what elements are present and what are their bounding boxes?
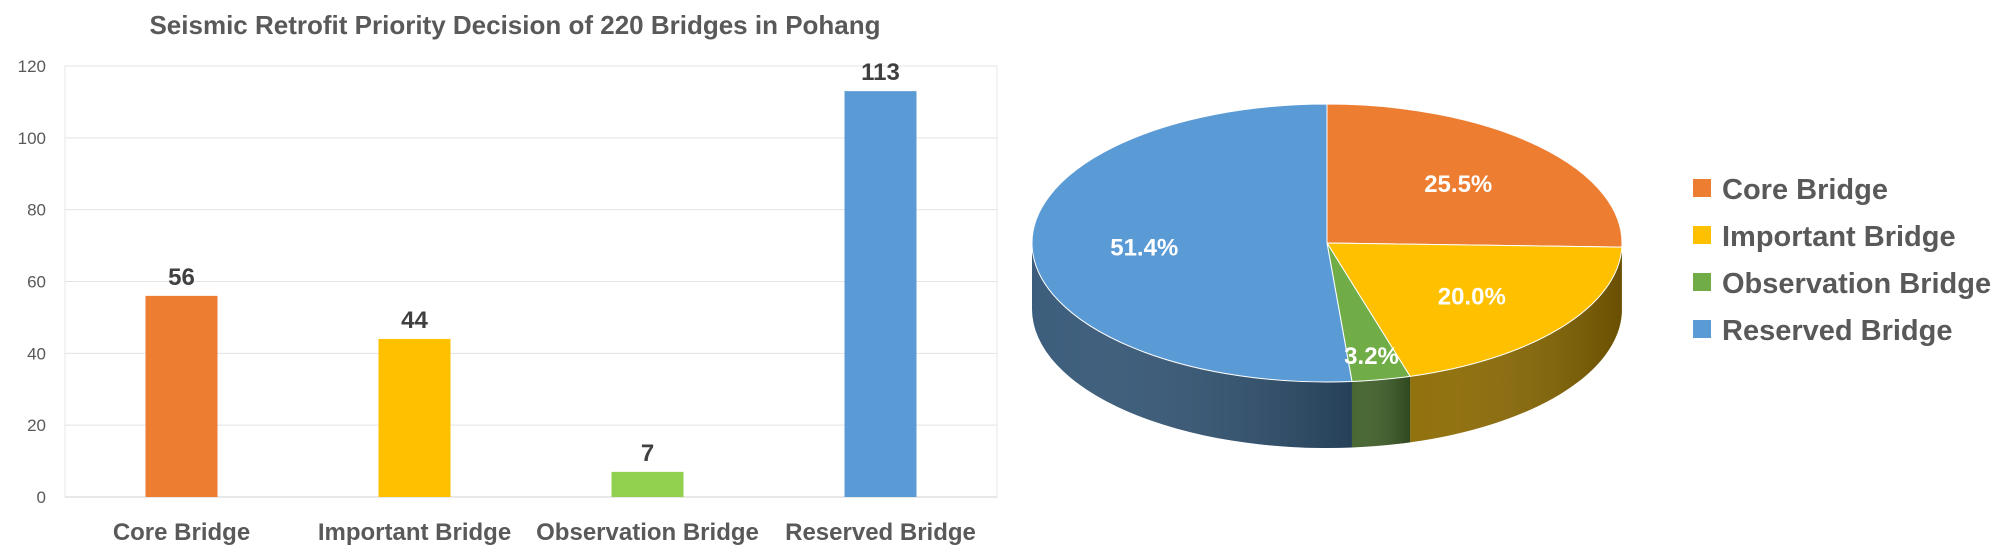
pie-chart: 25.5% 20.0% 3.2% 51.4%	[1031, 103, 1623, 449]
pie-slice	[1326, 103, 1623, 248]
pie-slice	[1031, 103, 1353, 383]
x-category-label: Observation Bridge	[536, 519, 759, 546]
pie-slice	[1326, 242, 1623, 377]
y-axis: 0 20 40 60 80 100 120	[18, 57, 997, 507]
pie-slice-side-shading	[1351, 376, 1411, 448]
legend-swatch	[1693, 320, 1711, 338]
y-tick-label: 60	[27, 273, 46, 292]
y-tick-label: 0	[37, 488, 46, 507]
pie-data-label: 51.4%	[1110, 235, 1178, 262]
legend-label: Core Bridge	[1722, 174, 1888, 206]
bar	[378, 338, 451, 497]
bar	[611, 471, 684, 497]
y-tick-label: 100	[18, 129, 46, 148]
y-tick-label: 80	[27, 201, 46, 220]
legend-swatch	[1693, 273, 1711, 291]
bar-data-label: 7	[641, 440, 654, 467]
legend-label: Observation Bridge	[1722, 268, 1991, 300]
bar-data-label: 56	[168, 264, 195, 291]
pie-data-label: 25.5%	[1424, 171, 1492, 198]
y-tick-label: 120	[18, 57, 46, 76]
legend-label: Important Bridge	[1722, 221, 1956, 253]
x-category-label: Reserved Bridge	[785, 519, 976, 546]
bar	[844, 91, 917, 498]
bars: 56 Core Bridge 44 Important Bridge 7 Observat…	[113, 59, 976, 546]
legend-swatch	[1693, 179, 1711, 197]
pie-slice-side-shading	[1410, 247, 1622, 443]
pie-slice-side-shading	[1032, 243, 1352, 449]
bar-data-label: 44	[401, 307, 428, 334]
pie-data-label: 3.2%	[1344, 343, 1399, 370]
legend-swatch	[1693, 226, 1711, 244]
y-tick-label: 20	[27, 416, 46, 435]
chart-title: Seismic Retrofit Priority Decision of 22…	[149, 10, 880, 40]
y-tick-label: 40	[27, 344, 46, 363]
bar-data-label: 113	[861, 59, 900, 86]
bar	[145, 295, 218, 497]
legend: Core Bridge Important Bridge Observation B…	[1693, 174, 1991, 347]
x-category-label: Important Bridge	[318, 519, 511, 546]
pie-data-label: 20.0%	[1438, 284, 1506, 311]
legend-label: Reserved Bridge	[1722, 315, 1953, 347]
x-category-label: Core Bridge	[113, 519, 250, 546]
